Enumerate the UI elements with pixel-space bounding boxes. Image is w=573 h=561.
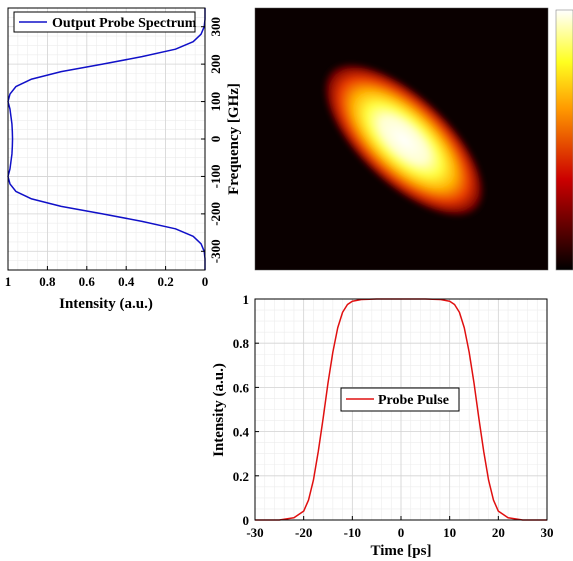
- spectrum-ticks: 1 0.8 0.6 0.4 0.2 0 -300 -200 -100 0 100 200 300: [5, 17, 223, 289]
- pulse-ytick-label: 0.2: [233, 469, 249, 484]
- spectrum-legend-label: Output Probe Spectrum: [52, 16, 197, 31]
- pulse-xtick-label: -20: [295, 525, 312, 540]
- pulse-xtick-label: 20: [492, 525, 505, 540]
- pulse-ylabel: Intensity (a.u.): [211, 363, 227, 457]
- spectrogram-frame: [254, 7, 549, 271]
- spectrum-ytick-label: 0: [208, 136, 223, 143]
- pulse-xtick-label: -30: [246, 525, 263, 540]
- pulse-ytick-label: 0.4: [233, 425, 250, 440]
- pulse-ytick-label: 0.6: [233, 380, 250, 395]
- colorbar-gradient: [555, 9, 573, 271]
- spectrum-xtick-label: 0: [202, 274, 209, 289]
- spectrogram-blob: [321, 61, 487, 219]
- spectrum-series-line: [7, 8, 206, 270]
- spectrum-legend-box: [13, 11, 196, 33]
- pulse-xtick-label: -10: [344, 525, 361, 540]
- pulse-legend-label: Probe Pulse: [378, 393, 449, 408]
- pulse-legend-box: [340, 387, 460, 412]
- pulse-ytick-label: 0.8: [233, 336, 250, 351]
- pulse-xtick-label: 10: [443, 525, 456, 540]
- pulse-xtick-label: 0: [398, 525, 405, 540]
- spectrum-ytick-label: -100: [208, 165, 223, 189]
- spectrum-xtick-label: 0.4: [118, 274, 135, 289]
- spectrum-xtick-label: 0.8: [39, 274, 56, 289]
- spectrum-ytick-label: -200: [208, 202, 223, 226]
- spectrum-plot: 1 0.8 0.6 0.4 0.2 0 -300 -200 -100 0 100 200 300 Int…: [5, 7, 242, 312]
- spectrum-ytick-label: 100: [208, 92, 223, 112]
- pulse-xlabel: Time [ps]: [371, 543, 432, 559]
- spectrum-xlabel: Intensity (a.u.): [59, 296, 153, 312]
- pulse-ticks: -30 -20 -10 0 10 20 30 0 0.2 0.4 0.6 0.8 1: [233, 292, 554, 540]
- pulse-plot: -30 -20 -10 0 10 20 30 0 0.2 0.4 0.6 0.8 1 Time [ps]…: [211, 292, 554, 559]
- spectrogram-plot: [254, 7, 549, 271]
- pulse-ytick-label: 1: [243, 292, 250, 307]
- spectrum-ytick-label: 200: [208, 54, 223, 74]
- spectrum-ytick-label: -300: [208, 239, 223, 263]
- pulse-legend: Probe Pulse: [340, 387, 460, 412]
- spectrum-ytick-label: 300: [208, 17, 223, 37]
- pulse-xtick-label: 30: [541, 525, 554, 540]
- spectrum-ylabel: Frequency [GHz]: [226, 83, 242, 195]
- spectrum-lines: [7, 8, 206, 270]
- colorbar: [555, 9, 573, 271]
- spectrum-xtick-label: 0.6: [79, 274, 96, 289]
- spectrum-legend: Output Probe Spectrum: [13, 11, 197, 33]
- spectrum-xtick-label: 1: [5, 274, 12, 289]
- spectrum-xtick-label: 0.2: [157, 274, 173, 289]
- spectrum-grid: [7, 7, 206, 271]
- pulse-ytick-label: 0: [243, 513, 250, 528]
